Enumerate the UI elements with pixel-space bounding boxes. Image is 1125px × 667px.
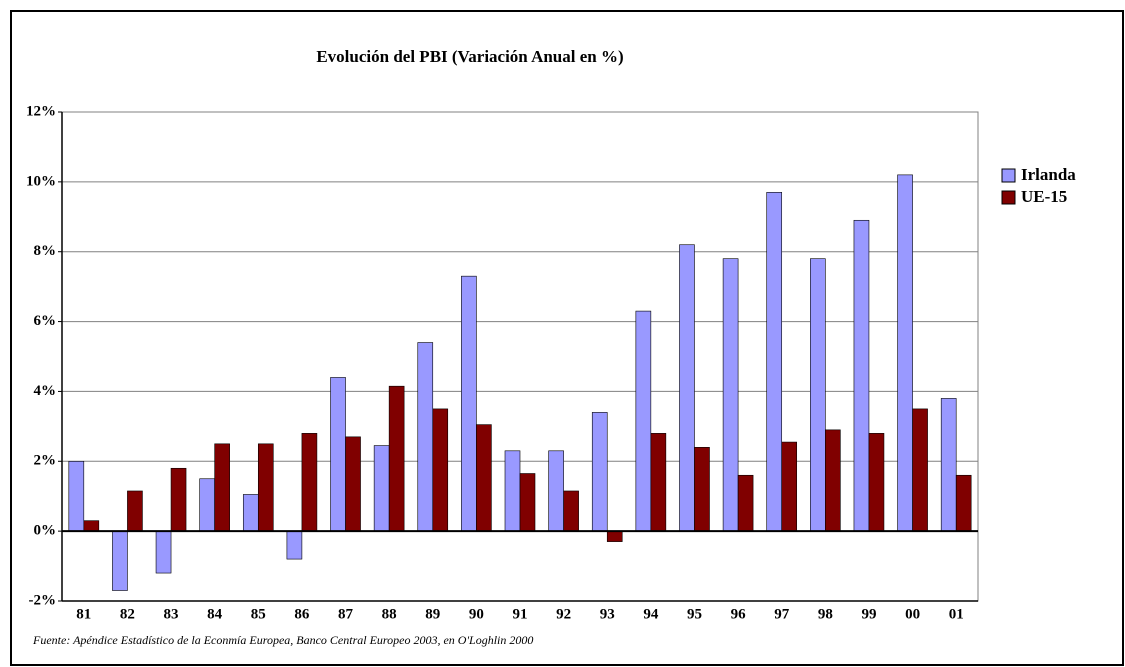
bar (155, 530, 172, 574)
bar (461, 275, 477, 532)
x-tick-label: 93 (600, 606, 615, 622)
x-tick-label: 82 (120, 606, 135, 622)
bar (722, 258, 739, 532)
bar (83, 520, 100, 532)
y-tick-label: 4% (34, 383, 57, 399)
bar (345, 436, 361, 532)
x-tick-label: 89 (425, 606, 440, 622)
bar (199, 478, 215, 532)
bar (417, 342, 434, 532)
bar (563, 490, 579, 532)
x-tick-label: 86 (294, 606, 310, 622)
bar (912, 408, 928, 532)
bar (940, 398, 957, 532)
bar (766, 192, 783, 532)
bar (825, 429, 841, 532)
bar (810, 258, 826, 532)
bar (606, 530, 623, 542)
x-tick-label: 91 (513, 606, 528, 622)
source-note: Fuente: Apéndice Estadístico de la Econm… (32, 633, 533, 647)
bar (170, 467, 187, 532)
bar (112, 530, 128, 591)
legend-label: UE-15 (1021, 187, 1067, 206)
bar (591, 412, 608, 532)
bar (737, 474, 754, 532)
bar (242, 494, 259, 532)
x-tick-label: 84 (207, 606, 223, 622)
bar (548, 450, 564, 532)
bar (781, 441, 798, 532)
bar (330, 377, 346, 532)
x-tick-label: 96 (731, 606, 747, 622)
y-tick-label: 6% (34, 313, 57, 329)
bar (476, 424, 492, 532)
legend-swatch (1001, 190, 1016, 205)
legend-label: Irlanda (1021, 165, 1076, 184)
bar (257, 443, 274, 532)
legend-swatch (1001, 168, 1016, 183)
x-tick-label: 95 (687, 606, 702, 622)
bar (214, 443, 230, 532)
x-tick-label: 99 (861, 606, 876, 622)
bar (897, 174, 913, 532)
y-tick-label: 0% (34, 523, 57, 539)
x-tick-label: 94 (643, 606, 659, 622)
x-tick-label: 83 (164, 606, 179, 622)
bar (650, 433, 667, 532)
bar (68, 460, 85, 532)
y-tick-label: 2% (34, 453, 57, 469)
x-tick-label: 88 (382, 606, 397, 622)
bar (679, 244, 695, 532)
bar (955, 474, 972, 532)
y-tick-label: 8% (34, 243, 57, 259)
x-tick-label: 87 (338, 606, 354, 622)
chart-title: Evolución del PBI (Variación Anual en %) (316, 47, 623, 66)
bar (388, 385, 405, 532)
bar (635, 310, 652, 532)
x-tick-label: 90 (469, 606, 484, 622)
bar (127, 490, 143, 532)
x-tick-label: 01 (949, 606, 964, 622)
x-tick-label: 97 (774, 606, 790, 622)
bar (868, 433, 885, 532)
y-tick-label: 12% (26, 103, 56, 119)
bar (432, 408, 449, 532)
y-tick-label: -2% (29, 592, 57, 608)
x-tick-label: 85 (251, 606, 266, 622)
bar (694, 447, 710, 532)
x-tick-label: 00 (905, 606, 920, 622)
bar (853, 219, 870, 532)
bar (286, 530, 303, 560)
x-tick-label: 98 (818, 606, 833, 622)
x-tick-label: 81 (76, 606, 91, 622)
x-tick-label: 92 (556, 606, 571, 622)
bar (519, 473, 536, 532)
bar (373, 445, 390, 532)
bar (504, 450, 521, 532)
bar (301, 433, 318, 532)
y-tick-label: 10% (26, 173, 56, 189)
